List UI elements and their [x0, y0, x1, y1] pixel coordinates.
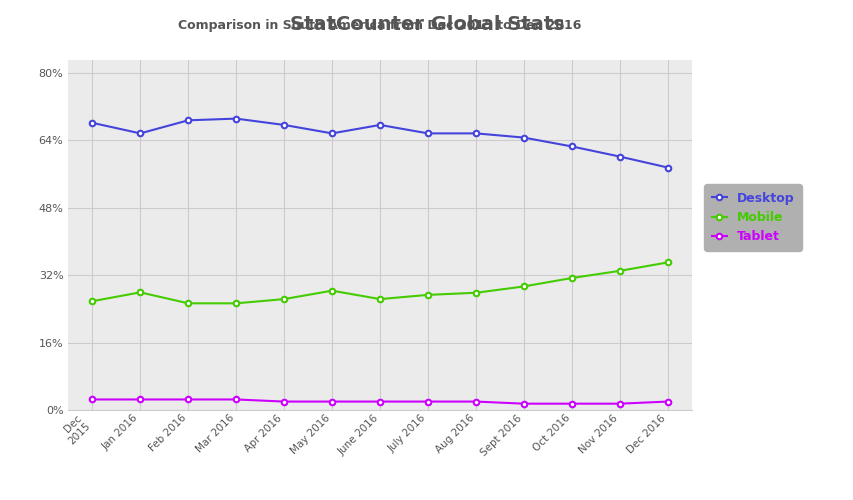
Desktop: [566, 144, 577, 150]
Mobile: [566, 275, 577, 281]
Mobile: [374, 296, 385, 302]
Desktop: [518, 134, 528, 140]
Line: Tablet: Tablet: [90, 396, 670, 406]
Desktop: [135, 130, 145, 136]
Desktop: [183, 118, 193, 124]
Desktop: [422, 130, 432, 136]
Mobile: [422, 292, 432, 298]
Tablet: [183, 396, 193, 402]
Mobile: [231, 300, 241, 306]
Tablet: [614, 400, 624, 406]
Tablet: [231, 396, 241, 402]
Desktop: [470, 130, 480, 136]
Title: Comparison in South America from Dec 2015 to Dec 2016: Comparison in South America from Dec 201…: [178, 20, 581, 32]
Tablet: [135, 396, 145, 402]
Tablet: [87, 396, 97, 402]
Mobile: [327, 288, 337, 294]
Tablet: [422, 398, 432, 404]
Tablet: [470, 398, 480, 404]
Tablet: [279, 398, 289, 404]
Text: StatCounter Global Stats: StatCounter Global Stats: [289, 15, 564, 34]
Desktop: [87, 120, 97, 126]
Desktop: [374, 122, 385, 128]
Mobile: [614, 268, 624, 274]
Legend: Desktop, Mobile, Tablet: Desktop, Mobile, Tablet: [704, 184, 801, 250]
Tablet: [566, 400, 577, 406]
Line: Desktop: Desktop: [90, 116, 670, 170]
Desktop: [662, 164, 672, 170]
Mobile: [662, 260, 672, 266]
Mobile: [87, 298, 97, 304]
Tablet: [374, 398, 385, 404]
Line: Mobile: Mobile: [90, 260, 670, 306]
Desktop: [279, 122, 289, 128]
Tablet: [327, 398, 337, 404]
Mobile: [183, 300, 193, 306]
Tablet: [518, 400, 528, 406]
Desktop: [231, 116, 241, 121]
Desktop: [614, 154, 624, 160]
Mobile: [135, 290, 145, 296]
Desktop: [327, 130, 337, 136]
Mobile: [518, 284, 528, 290]
Tablet: [662, 398, 672, 404]
Mobile: [470, 290, 480, 296]
Mobile: [279, 296, 289, 302]
